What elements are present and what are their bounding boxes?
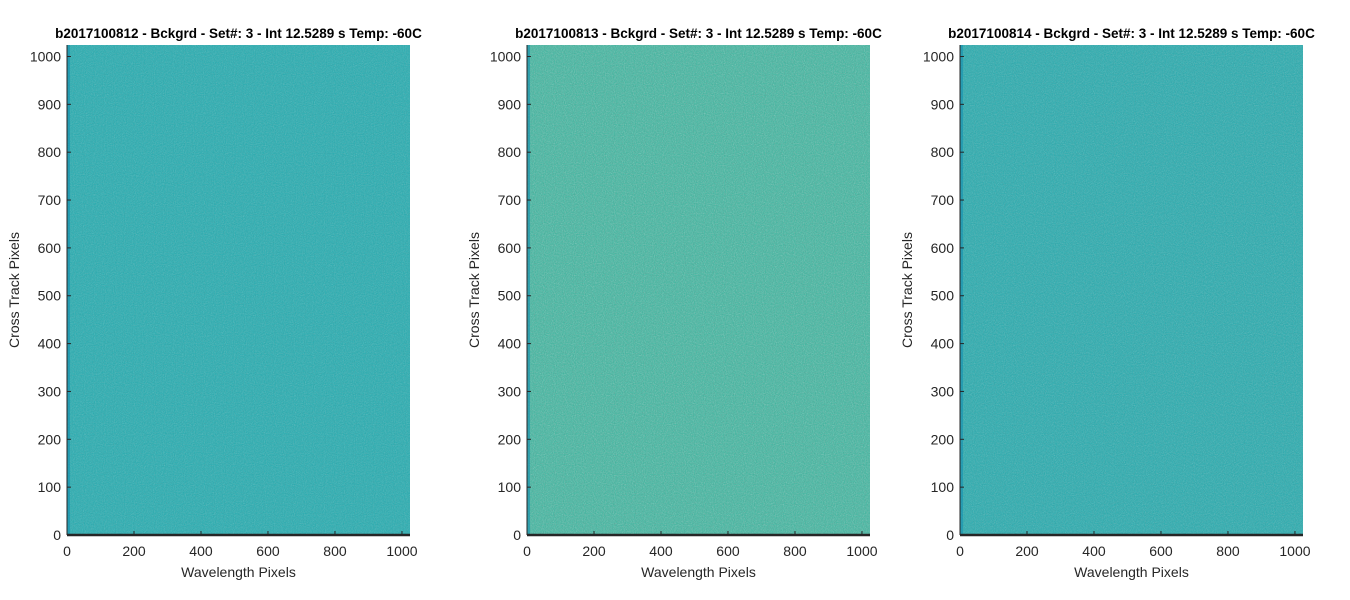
y-tick-label: 300 [931, 383, 955, 399]
y-tick-label: 700 [38, 192, 62, 208]
x-tick-label: 600 [716, 543, 740, 559]
y-tick-label: 700 [498, 192, 522, 208]
x-tick-label: 1000 [386, 543, 417, 559]
y-tick-label: 200 [498, 431, 522, 447]
y-tick-label: 700 [931, 192, 955, 208]
y-tick-label: 400 [38, 336, 62, 352]
y-tick-label: 100 [38, 479, 62, 495]
y-tick-label: 100 [498, 479, 522, 495]
x-tick-label: 400 [649, 543, 673, 559]
x-axis-label: Wavelength Pixels [641, 564, 756, 580]
x-tick-label: 400 [189, 543, 213, 559]
x-tick-label: 200 [582, 543, 606, 559]
x-axis-label: Wavelength Pixels [181, 564, 296, 580]
x-tick-label: 200 [122, 543, 146, 559]
heatmap-panel-3: 0 200 400 600 800 1000 0 100 200 300 400 500 600 700 8… [899, 26, 1315, 580]
y-tick-label: 1000 [923, 48, 954, 64]
x-tick-label: 200 [1015, 543, 1039, 559]
chart-title: b2017100812 - Bckgrd - Set#: 3 - Int 12.… [55, 26, 422, 41]
x-tick-label: 0 [956, 543, 964, 559]
heatmap-noise [527, 45, 870, 535]
heatmap-left-edge [527, 45, 530, 535]
y-tick-label: 400 [931, 336, 955, 352]
y-tick-label: 1000 [490, 48, 521, 64]
x-tick-label: 0 [63, 543, 71, 559]
y-axis-label: Cross Track Pixels [899, 232, 915, 348]
y-tick-label: 200 [38, 431, 62, 447]
heatmap-noise [960, 45, 1303, 535]
y-tick-label: 600 [498, 240, 522, 256]
y-tick-label: 800 [38, 144, 62, 160]
y-tick-label: 500 [931, 288, 955, 304]
chart-title: b2017100813 - Bckgrd - Set#: 3 - Int 12.… [515, 26, 882, 41]
y-tick-label: 900 [498, 96, 522, 112]
heatmap-panel-1: 0 200 400 600 800 1000 0 100 200 300 400 500 600 700 8… [6, 26, 422, 580]
y-tick-label: 400 [498, 336, 522, 352]
heatmap-left-edge [67, 45, 70, 535]
x-tick-label: 1000 [846, 543, 877, 559]
y-tick-label: 500 [38, 288, 62, 304]
y-tick-label: 0 [53, 527, 61, 543]
x-tick-label: 0 [523, 543, 531, 559]
y-tick-label: 800 [498, 144, 522, 160]
y-tick-label: 900 [38, 96, 62, 112]
y-tick-label: 900 [931, 96, 955, 112]
x-tick-label: 800 [783, 543, 807, 559]
y-tick-label: 100 [931, 479, 955, 495]
y-tick-label: 600 [38, 240, 62, 256]
x-tick-label: 800 [1216, 543, 1240, 559]
y-tick-label: 0 [513, 527, 521, 543]
x-tick-label: 400 [1082, 543, 1106, 559]
y-tick-label: 300 [498, 383, 522, 399]
y-tick-label: 300 [38, 383, 62, 399]
x-tick-label: 600 [1149, 543, 1173, 559]
heatmap-panel-2: 0 200 400 600 800 1000 0 100 200 300 400 500 600 700 8… [466, 26, 882, 580]
chart-title: b2017100814 - Bckgrd - Set#: 3 - Int 12.… [948, 26, 1315, 41]
y-tick-label: 1000 [30, 48, 61, 64]
x-tick-label: 1000 [1279, 543, 1310, 559]
x-tick-label: 800 [323, 543, 347, 559]
y-axis-label: Cross Track Pixels [466, 232, 482, 348]
y-tick-label: 200 [931, 431, 955, 447]
x-axis-label: Wavelength Pixels [1074, 564, 1189, 580]
y-tick-label: 800 [931, 144, 955, 160]
y-tick-label: 0 [946, 527, 954, 543]
y-tick-label: 500 [498, 288, 522, 304]
y-tick-label: 600 [931, 240, 955, 256]
heatmap-left-edge [960, 45, 963, 535]
y-axis-label: Cross Track Pixels [6, 232, 22, 348]
x-tick-label: 600 [256, 543, 280, 559]
heatmap-noise [67, 45, 410, 535]
